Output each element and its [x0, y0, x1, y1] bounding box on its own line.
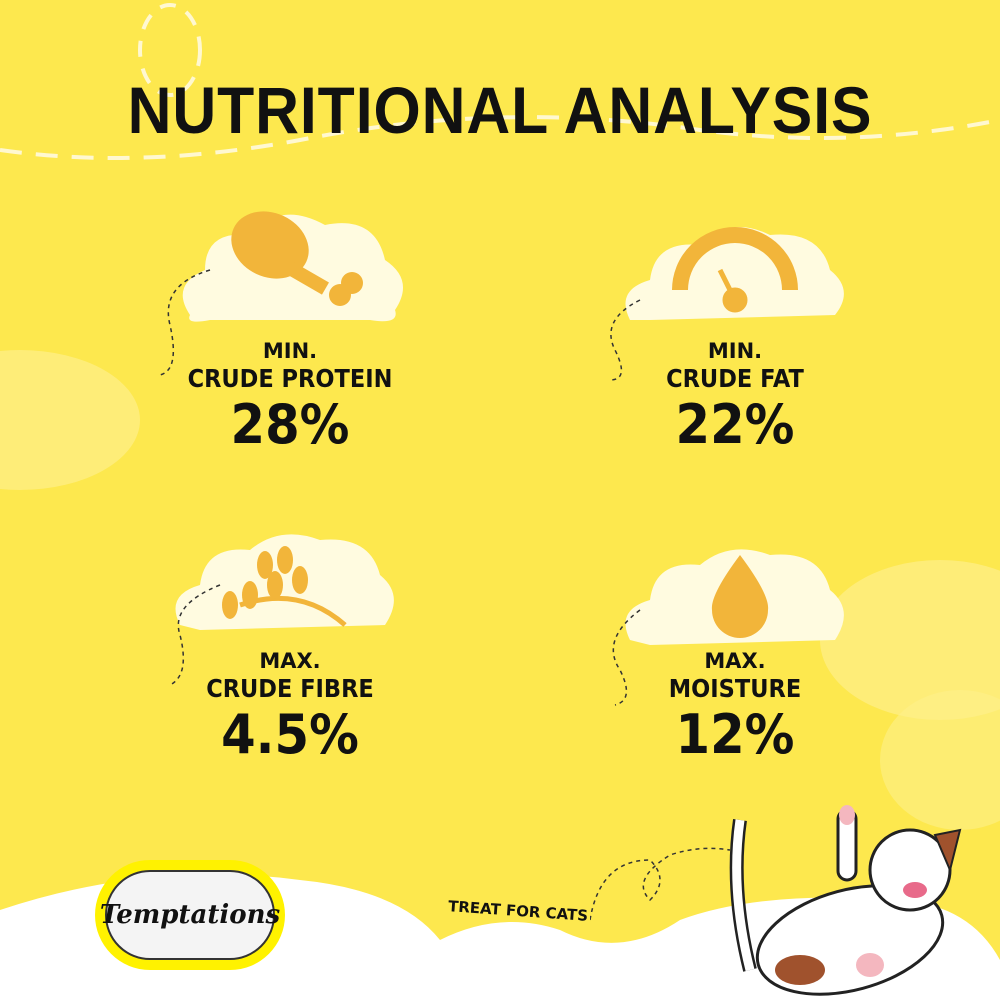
protein-cloud: [159, 211, 403, 376]
qualifier: MIN.: [262, 339, 318, 363]
wheat-icon: [222, 546, 347, 627]
nutrient-name: CRUDE PROTEIN: [187, 364, 393, 393]
qualifier: MIN.: [707, 339, 763, 363]
nutrient-value: 12%: [675, 703, 795, 766]
nutrient-fat: MIN. CRUDE FAT 22%: [565, 338, 905, 456]
page-title: NUTRITIONAL ANALYSIS: [127, 73, 873, 147]
nutrient-name: CRUDE FAT: [666, 364, 804, 393]
water-drop-icon: [711, 555, 769, 638]
qualifier: MAX.: [259, 649, 321, 673]
nutrient-moisture: MAX. MOISTURE 12%: [565, 648, 905, 766]
fibre-cloud: [169, 534, 394, 686]
fat-cloud: [609, 227, 844, 381]
nutrient-value: 22%: [675, 393, 795, 456]
nutrient-value: 28%: [230, 393, 350, 456]
cat-illustration: [729, 805, 962, 996]
nutrient-protein: MIN. CRUDE PROTEIN 28%: [120, 338, 460, 456]
gauge-icon: [672, 227, 798, 313]
qualifier: MAX.: [704, 649, 766, 673]
moisture-cloud: [612, 549, 844, 706]
nutrient-value: 4.5%: [221, 703, 359, 766]
chicken-drumstick-icon: [231, 211, 363, 306]
nutrient-name: MOISTURE: [668, 674, 802, 703]
nutrient-name: CRUDE FIBRE: [206, 674, 374, 703]
nutrient-fibre: MAX. CRUDE FIBRE 4.5%: [120, 648, 460, 766]
brand-logo: Temptations: [95, 860, 285, 970]
brand-name: Temptations: [99, 900, 281, 930]
dashed-trail: [590, 847, 731, 921]
